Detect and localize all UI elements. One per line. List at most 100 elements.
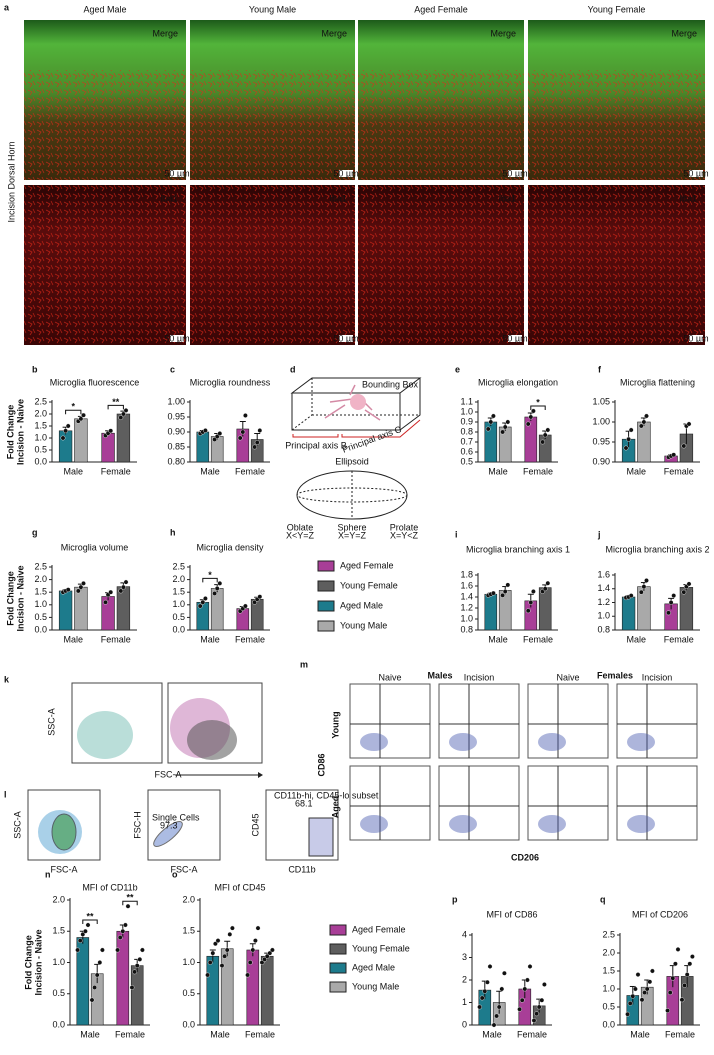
y-axis-label: Fold Change	[5, 571, 15, 626]
x-tick-label: Male	[200, 634, 220, 644]
y-tick-label: 0.9	[460, 416, 473, 426]
significance-bracket	[202, 577, 218, 583]
y-tick-label: 1.0	[602, 983, 615, 993]
y-tick-label: 0.90	[167, 426, 185, 436]
data-point	[517, 1006, 522, 1012]
legend-swatch	[329, 962, 347, 974]
event-cloud	[360, 815, 388, 833]
data-point	[83, 928, 88, 934]
data-point	[78, 416, 84, 422]
y-tick-label: 2.5	[34, 396, 47, 406]
shape-rule: X=Y=Z	[338, 530, 367, 540]
data-point	[540, 439, 545, 445]
axis-label: FSC-A	[51, 864, 78, 874]
data-point	[227, 931, 233, 937]
column-label: Aged Female	[414, 4, 468, 14]
chart-title: MFI of CD86	[486, 909, 537, 919]
panel-letter: c	[170, 364, 175, 374]
data-point	[129, 985, 135, 990]
data-point	[667, 990, 673, 995]
condition-label: Naive	[556, 672, 579, 682]
y-tick-label: 2.0	[172, 574, 185, 584]
data-point	[108, 428, 114, 434]
significance-label: *	[208, 570, 212, 580]
data-point	[97, 960, 103, 965]
data-point	[531, 408, 536, 414]
y-tick-label: 1.5	[52, 926, 65, 936]
data-point	[264, 953, 270, 959]
data-point	[505, 582, 511, 588]
y-tick-label: 1.0	[460, 613, 473, 623]
data-point	[479, 995, 485, 1001]
y-tick-label: 1.6	[597, 569, 610, 579]
data-point	[681, 443, 687, 449]
y-tick-label: 1.0	[172, 599, 185, 609]
data-point	[224, 947, 230, 953]
data-point	[60, 435, 66, 441]
panel-letter: e	[455, 364, 460, 374]
data-point	[542, 586, 548, 592]
y-tick-label: 2.0	[602, 947, 615, 957]
diagram-label: Bounding Box	[362, 379, 419, 389]
row-label: Aged	[330, 796, 340, 819]
data-point	[120, 928, 126, 934]
bar	[637, 421, 651, 463]
data-point	[490, 413, 496, 419]
data-point	[687, 961, 693, 967]
y-tick-label: 0.0	[34, 456, 47, 466]
column-label: Aged Male	[83, 4, 126, 14]
y-tick-label: 0.5	[602, 1001, 615, 1011]
panel-letter: j	[597, 529, 601, 539]
y-tick-label: 1.0	[460, 406, 473, 416]
x-tick-label: Male	[63, 634, 83, 644]
data-point	[247, 960, 253, 965]
data-point	[77, 938, 83, 944]
data-point	[137, 956, 143, 962]
data-point	[123, 922, 128, 928]
data-point	[207, 960, 213, 965]
significance-bracket	[122, 900, 138, 906]
y-tick-label: 0.0	[52, 1019, 65, 1029]
data-point	[217, 580, 223, 586]
data-point	[681, 589, 687, 595]
bar	[116, 586, 131, 631]
y-tick-label: 2.0	[34, 574, 47, 584]
bar	[101, 432, 115, 463]
y-tick-label: 1.8	[460, 569, 473, 579]
panel-letter: n	[45, 869, 51, 879]
data-point	[81, 412, 86, 418]
data-point	[257, 428, 263, 433]
quadrant-plot	[349, 683, 431, 759]
gate-label: CD11b-hi, CD45-lo subset	[274, 790, 379, 800]
data-point	[686, 581, 692, 587]
y-tick-label: 1.5	[34, 587, 47, 597]
x-tick-label: Female	[235, 634, 265, 644]
data-point	[117, 935, 123, 940]
data-point	[108, 589, 114, 595]
x-tick-label: Female	[101, 466, 131, 476]
scale-bar-box	[689, 335, 703, 342]
y-tick-label: 0.5	[172, 612, 185, 622]
panel-letter: o	[172, 869, 178, 879]
data-point	[638, 589, 644, 595]
channel-label: Iba1	[160, 193, 178, 203]
y-tick-label: 0.80	[167, 456, 185, 466]
data-point	[252, 599, 258, 605]
significance-label: *	[71, 402, 75, 412]
data-point	[214, 586, 220, 591]
scale-bar-box	[508, 335, 522, 342]
data-point	[267, 950, 273, 956]
legend-label: Aged Male	[352, 962, 395, 972]
y-axis-label: Fold Change	[23, 935, 33, 990]
y-tick-label: 2	[462, 974, 467, 984]
data-point	[205, 972, 211, 978]
micrograph-texture	[24, 185, 186, 345]
data-point	[484, 979, 490, 985]
data-point	[259, 960, 265, 965]
data-point	[92, 985, 98, 990]
chart-title: MFI of CD11b	[82, 882, 137, 892]
data-point	[670, 975, 676, 981]
data-point	[545, 427, 551, 433]
y-tick-label: 2.0	[182, 894, 195, 904]
significance-label: *	[536, 397, 540, 407]
